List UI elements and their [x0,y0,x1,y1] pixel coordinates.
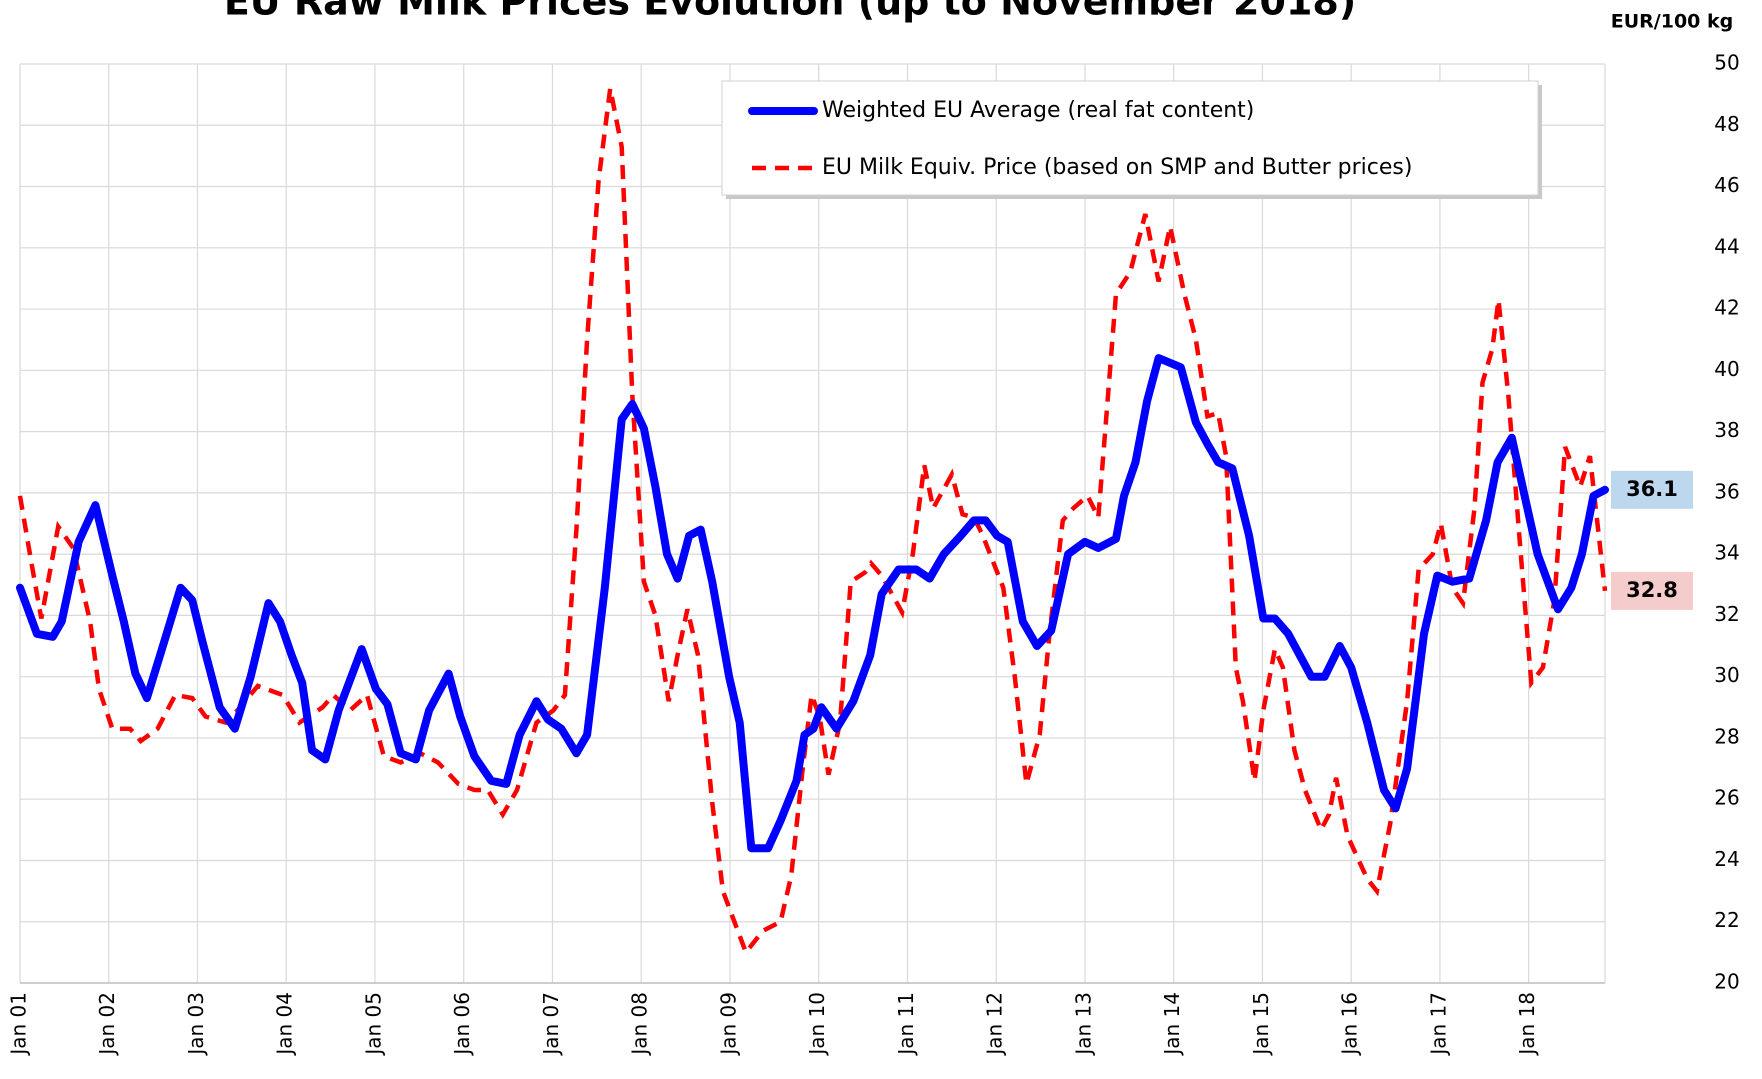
x-tick-label: Jan 13 [1071,992,1095,1057]
end-label-box [1611,571,1693,610]
legend [721,80,1539,196]
y-axis-label: EUR/100 kg [1611,11,1734,33]
x-tick-label: Jan 14 [1160,992,1184,1057]
y-tick-label: 50 [1714,51,1739,75]
y-tick-label: 22 [1714,908,1739,932]
y-tick-label: 26 [1714,786,1739,810]
y-tick-label: 46 [1714,173,1739,197]
x-tick-label: Jan 01 [7,992,31,1057]
x-tick-label: Jan 02 [95,992,119,1057]
y-tick-label: 48 [1714,112,1739,136]
x-tick-label: Jan 09 [716,992,740,1057]
y-tick-label: 44 [1714,234,1739,258]
series-line [16,354,1609,853]
y-tick-label: 36 [1714,479,1739,503]
end-label-box [1611,470,1693,509]
x-tick-label: Jan 16 [1338,992,1362,1057]
y-tick-label: 42 [1714,296,1739,320]
y-tick-label: 34 [1714,541,1739,565]
x-tick-label: Jan 05 [361,992,385,1057]
y-tick-label: 38 [1714,418,1739,442]
x-tick-label: Jan 06 [450,992,474,1057]
x-tick-label: Jan 10 [805,992,829,1057]
y-tick-label: 28 [1714,724,1739,748]
x-tick-label: Jan 12 [983,992,1007,1057]
legend-label: Weighted EU Average (real fat content) [822,98,1254,123]
x-tick-label: Jan 17 [1426,992,1450,1057]
y-tick-label: 32 [1714,602,1739,626]
y-tick-label: 20 [1714,970,1739,994]
x-tick-label: Jan 15 [1249,992,1273,1057]
series-line [17,88,1608,957]
x-tick-label: Jan 04 [273,992,297,1057]
x-tick-label: Jan 07 [539,992,563,1057]
y-tick-label: 24 [1714,847,1739,871]
end-label: 32.8 [1626,578,1678,602]
y-tick-label: 30 [1714,663,1739,687]
x-tick-label: Jan 11 [894,992,918,1057]
x-tick-label: Jan 08 [628,992,652,1057]
x-tick-label: Jan 03 [184,992,208,1057]
legend-label: EU Milk Equiv. Price (based on SMP and B… [822,155,1412,180]
y-tick-label: 40 [1714,357,1739,381]
chart-title: EU Raw Milk Prices Evolution (up to Nove… [224,0,1356,24]
x-tick-label: Jan 18 [1515,992,1539,1057]
end-label: 36.1 [1626,477,1678,501]
